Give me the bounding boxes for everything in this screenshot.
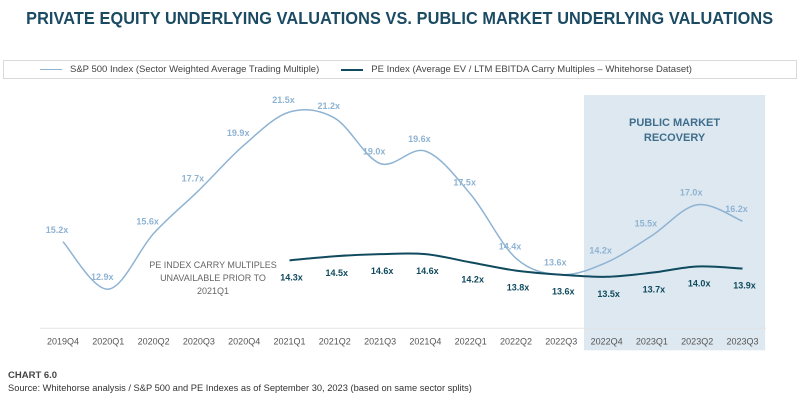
x-tick-label: 2022Q1 [455, 336, 487, 346]
sp500-data-label: 12.9x [91, 272, 114, 282]
series-group: 15.2x 12.9x 15.6x 17.7x 19.9x 21.5x 21.2x 19.0x… [46, 95, 756, 299]
x-tick-label: 2022Q4 [591, 336, 623, 346]
recovery-shaded-region [583, 95, 766, 351]
sp500-data-label: 14.2x [589, 245, 612, 255]
pe-data-label: 13.7x [643, 285, 666, 295]
x-tick-label: 2019Q4 [47, 336, 79, 346]
pe-data-label: 13.5x [597, 289, 620, 299]
sp500-data-label: 19.0x [363, 147, 386, 157]
pe-data-label: 14.6x [416, 266, 439, 276]
x-tick-label: 2021Q3 [364, 336, 396, 346]
sp500-data-label: 17.7x [182, 173, 205, 183]
pe-index-line [289, 252, 743, 278]
pe-data-label: 14.0x [688, 279, 711, 289]
chart-number: CHART 6.0 [8, 370, 58, 381]
pe-data-label: 14.3x [280, 272, 303, 282]
x-tick-label: 2022Q3 [545, 336, 577, 346]
legend: S&P 500 Index (Sector Weighted Average T… [3, 60, 797, 79]
legend-label-sp500: S&P 500 Index (Sector Weighted Average T… [70, 64, 320, 75]
pe-data-label: 13.9x [733, 281, 756, 291]
x-tick-label: 2023Q1 [636, 336, 668, 346]
pe-data-label: 13.8x [507, 283, 530, 293]
pe-data-label: 14.6x [371, 266, 394, 276]
legend-label-pe: PE Index (Average EV / LTM EBITDA Carry … [371, 64, 692, 75]
source-note: Source: Whitehorse analysis / S&P 500 an… [8, 383, 472, 393]
note-line3: 2021Q1 [197, 286, 229, 296]
pe-data-label: 14.5x [326, 268, 349, 278]
sp500-line [62, 108, 743, 290]
sp500-data-label: 14.4x [499, 241, 522, 251]
pe-data-label: 13.6x [552, 287, 575, 297]
x-tick-label: 2021Q1 [273, 336, 305, 346]
sp500-data-label: 16.2x [725, 204, 748, 214]
recovery-label-line1: PUBLIC MARKET [629, 117, 720, 129]
sp500-data-label: 21.5x [272, 95, 295, 105]
x-tick-label: 2021Q2 [319, 336, 351, 346]
x-tick-label: 2020Q3 [183, 336, 215, 346]
sp500-data-label: 15.5x [635, 219, 658, 229]
sp500-data-label: 15.2x [46, 225, 69, 235]
pe-data-label: 14.2x [461, 274, 484, 284]
x-tick-label: 2021Q4 [409, 336, 441, 346]
x-tick-label: 2020Q4 [228, 336, 260, 346]
title-row: PRIVATE EQUITY UNDERLYING VALUATIONS VS.… [0, 8, 800, 29]
recovery-label-line2: RECOVERY [644, 132, 706, 144]
x-tick-labels: 2019Q4 2020Q1 2020Q2 2020Q3 2020Q4 2021Q1 2021… [47, 336, 759, 346]
legend-swatch-pe [341, 68, 364, 71]
sp500-data-label: 17.0x [680, 188, 703, 198]
legend-item-pe: PE Index (Average EV / LTM EBITDA Carry … [341, 64, 692, 75]
sp500-data-label: 17.5x [453, 177, 476, 187]
x-tick-label: 2023Q3 [726, 336, 758, 346]
sp500-data-label: 21.2x [318, 101, 341, 111]
sp500-data-label: 19.6x [408, 134, 431, 144]
chart-title: PRIVATE EQUITY UNDERLYING VALUATIONS VS.… [26, 8, 774, 28]
sp500-data-label: 15.6x [136, 217, 159, 227]
x-tick-label: 2022Q2 [500, 336, 532, 346]
note-line2: UNAVAILABLE PRIOR TO [160, 273, 266, 283]
legend-swatch-sp500 [40, 68, 62, 71]
x-tick-label: 2020Q2 [138, 336, 170, 346]
sp500-data-label: 19.9x [227, 128, 250, 138]
note-line1: PE INDEX CARRY MULTIPLES [149, 260, 277, 270]
sp500-data-label: 13.6x [544, 258, 567, 268]
x-tick-label: 2020Q1 [92, 336, 124, 346]
x-tick-label: 2023Q2 [681, 336, 713, 346]
legend-item-sp500: S&P 500 Index (Sector Weighted Average T… [40, 64, 319, 75]
